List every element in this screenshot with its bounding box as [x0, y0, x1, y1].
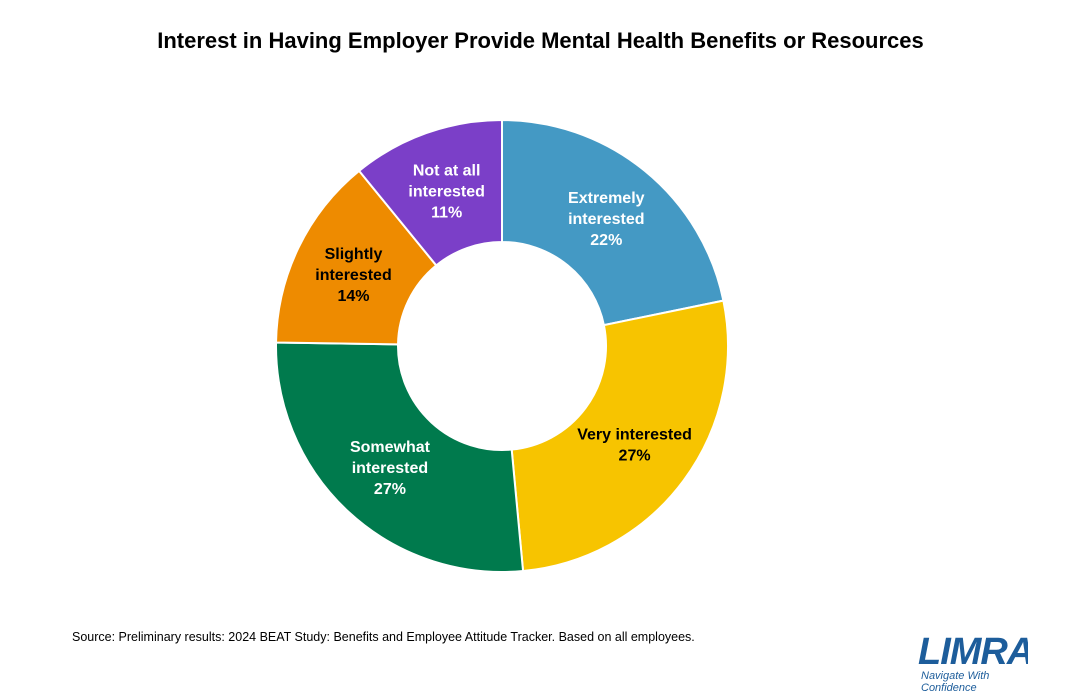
limra-logo-mark: LIMRA: [918, 631, 1034, 673]
slice-category-label: Extremely: [568, 190, 645, 207]
donut-slice: [275, 341, 525, 573]
donut-slices: [275, 118, 729, 573]
logo-tagline-line2: Confidence: [921, 682, 977, 694]
logo-tagline: Navigate With Confidence: [921, 670, 989, 694]
slice-label: Not at all interested 11%: [408, 163, 484, 222]
chart-title: Interest in Having Employer Provide Ment…: [157, 28, 924, 53]
slice-value-label: 27%: [619, 448, 651, 465]
slice-category-label: Slightly: [325, 246, 383, 263]
slice-label: Slightly interested 14%: [315, 246, 391, 305]
slice-category-label: Not at all: [413, 163, 481, 180]
slice-value-label: 22%: [590, 232, 622, 249]
slice-label: Extremely interested 22%: [568, 190, 645, 249]
slice-labels: Extremely interested 22% Very interested 27%…: [315, 163, 692, 499]
slice-value-label: 11%: [431, 205, 462, 222]
slice-label: Very interested 27%: [577, 427, 692, 465]
donut-slice: [501, 118, 725, 327]
slice-category-label: interested: [408, 184, 484, 201]
limra-logo: LIMRA: [918, 628, 1034, 696]
source-note: Source: Preliminary results: 2024 BEAT S…: [72, 630, 695, 644]
slice-label: Somewhat interested 27%: [350, 439, 431, 498]
slice-category-label: interested: [352, 460, 428, 477]
slice-category-label: interested: [568, 211, 644, 228]
slice-value-label: 27%: [374, 481, 406, 498]
slice-category-label: Very interested: [577, 427, 692, 444]
donut-slice: [357, 118, 503, 267]
limra-wordmark: LIMRA: [918, 631, 1028, 672]
donut-slice: [275, 169, 438, 346]
slice-value-label: 14%: [337, 288, 369, 305]
slice-category-label: interested: [315, 267, 391, 284]
donut-slice: [510, 299, 729, 573]
slice-category-label: Somewhat: [350, 439, 431, 456]
logo-tagline-line1: Navigate With: [921, 670, 990, 682]
